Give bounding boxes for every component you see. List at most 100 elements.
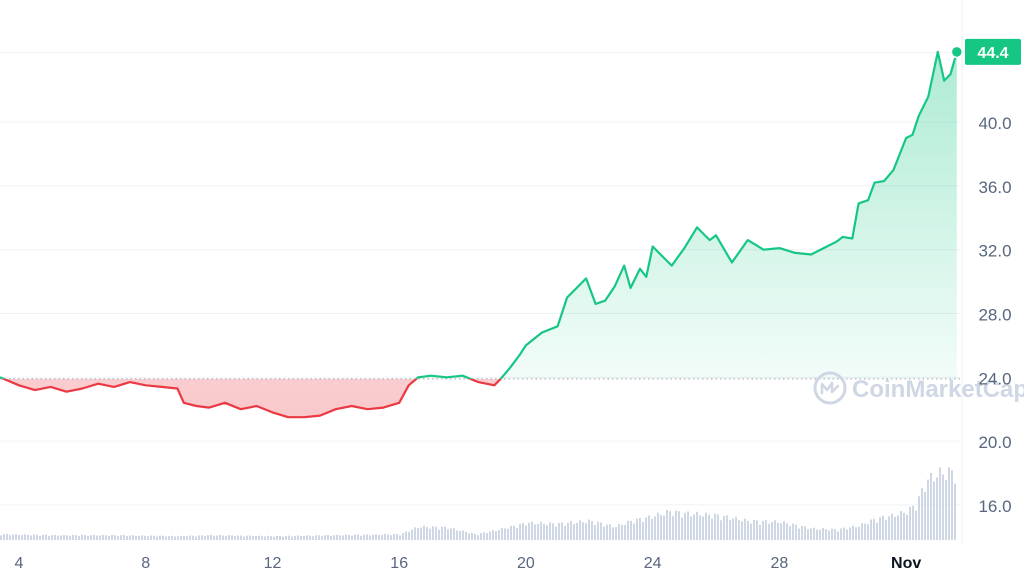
volume-bar [150,535,152,540]
volume-bar [480,533,482,540]
volume-bar [588,519,590,540]
volume-bar [528,522,530,540]
volume-bar [708,514,710,540]
volume-bar [618,524,620,540]
volume-bar [651,518,653,540]
volume-bar [888,516,890,540]
volume-bar [921,487,923,540]
volume-bar [30,535,32,540]
price-line-down [0,378,503,419]
volume-bar [621,524,623,540]
volume-bar [879,517,881,540]
volume-bar [81,535,83,540]
current-price-dot [950,45,964,59]
volume-bar [213,535,215,540]
volume-bar [204,536,206,540]
volume-bar [666,509,668,540]
volume-bar [315,535,317,540]
volume-bar [711,518,713,540]
volume-bar [627,520,629,540]
volume-bar [939,467,941,540]
volume-bar [756,520,758,540]
volume-bar [636,518,638,540]
volume-bar [294,535,296,540]
volume-bar [750,523,752,540]
volume-bar [852,525,854,540]
volume-bar [885,520,887,540]
volume-bar [231,535,233,540]
x-tick-label: 8 [141,555,150,572]
volume-bar [216,535,218,540]
volume-bar [849,527,851,540]
volume-bar [18,534,20,540]
volume-bar [21,535,23,540]
volume-bar [657,512,659,540]
volume-bar [489,531,491,540]
volume-bar [663,515,665,540]
volume-bar [165,536,167,540]
volume-bar [465,532,467,540]
volume-bar [369,535,371,540]
volume-bar [591,520,593,540]
volume-bar [900,510,902,540]
y-tick-label: 16.0 [978,497,1011,516]
volume-bar [828,530,830,540]
watermark: CoinMarketCap [813,371,1024,405]
volume-bar [408,531,410,540]
volume-bar [258,535,260,540]
volume-bar [411,529,413,540]
volume-bar [72,534,74,540]
volume-bar [264,536,266,540]
volume-bar [555,526,557,540]
volume-bar [678,511,680,540]
volume-bar [351,535,353,540]
volume-bar [867,524,869,540]
volume-bar [642,522,644,540]
volume-bar [693,514,695,540]
volume-bar [681,517,683,540]
volume-bar [450,528,452,540]
volume-bar [729,520,731,540]
volume-bar [186,536,188,540]
volume-bar [183,536,185,540]
volume-bar [486,533,488,540]
volume-bar [87,535,89,540]
volume-bar [321,536,323,540]
volume-bar [114,535,116,540]
volume-bar [894,516,896,540]
volume-bar [342,535,344,540]
volume-bar [501,527,503,540]
volume-bar [39,535,41,540]
volume-bar [951,470,953,540]
volume-bar [639,518,641,540]
volume-bar [378,534,380,540]
volume-bar [228,535,230,540]
volume-bar [414,527,416,540]
volume-bar [954,483,956,540]
volume-bar [198,535,200,540]
volume-bar [426,527,428,540]
watermark-logo-icon [813,371,847,405]
volume-bar [33,534,35,540]
volume-bar [804,526,806,540]
volume-bar [870,519,872,540]
volume-bar [732,518,734,540]
volume-bar [942,474,944,540]
volume-bar [537,523,539,540]
volume-bar [684,512,686,540]
volume-bar [909,506,911,540]
volume-bar [153,535,155,540]
volume-bar [345,534,347,540]
volume-bar [372,534,374,540]
volume-bar [288,535,290,540]
y-tick-label: 32.0 [978,242,1011,261]
volume-bar [66,535,68,540]
volume-bar [669,511,671,540]
volume-bar [735,516,737,540]
volume-bar [156,536,158,540]
volume-bar [525,525,527,540]
volume-bar [45,534,47,540]
volume-bar [816,529,818,540]
y-tick-label: 20.0 [978,433,1011,452]
volume-bar [834,529,836,540]
